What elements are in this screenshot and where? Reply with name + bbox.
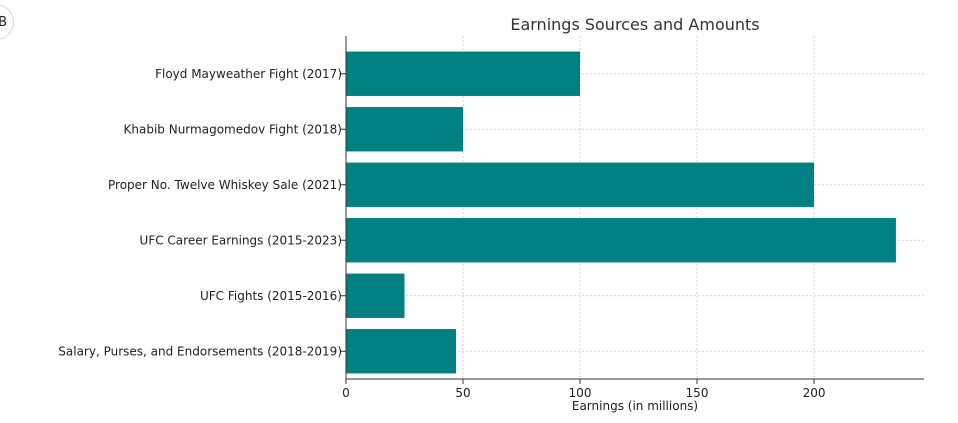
bar bbox=[346, 162, 815, 207]
x-tick-label: 0 bbox=[342, 386, 350, 400]
bar bbox=[346, 329, 456, 374]
x-tick-label: 200 bbox=[803, 386, 826, 400]
category-label: Floyd Mayweather Fight (2017) bbox=[155, 67, 342, 81]
category-label: Proper No. Twelve Whiskey Sale (2021) bbox=[108, 178, 342, 192]
bar bbox=[346, 218, 896, 263]
bar bbox=[346, 273, 405, 318]
category-label: UFC Career Earnings (2015-2023) bbox=[140, 233, 342, 247]
bar bbox=[346, 51, 581, 96]
chart-title: Earnings Sources and Amounts bbox=[510, 15, 759, 34]
axis-layer: 0 50 100 150 200 Floyd Mayweather Fight (2017… bbox=[58, 36, 924, 400]
x-tick-label: 50 bbox=[455, 386, 470, 400]
category-label: Salary, Purses, and Endorsements (2018-2… bbox=[58, 344, 342, 358]
category-label: UFC Fights (2015-2016) bbox=[200, 289, 342, 303]
x-tick-label: 100 bbox=[569, 386, 592, 400]
bar-layer bbox=[346, 51, 896, 374]
x-tick-label: 150 bbox=[686, 386, 709, 400]
category-label: Khabib Nurmagomedov Fight (2018) bbox=[124, 122, 342, 136]
bar bbox=[346, 107, 464, 152]
x-axis-label: Earnings (in millions) bbox=[572, 399, 698, 413]
